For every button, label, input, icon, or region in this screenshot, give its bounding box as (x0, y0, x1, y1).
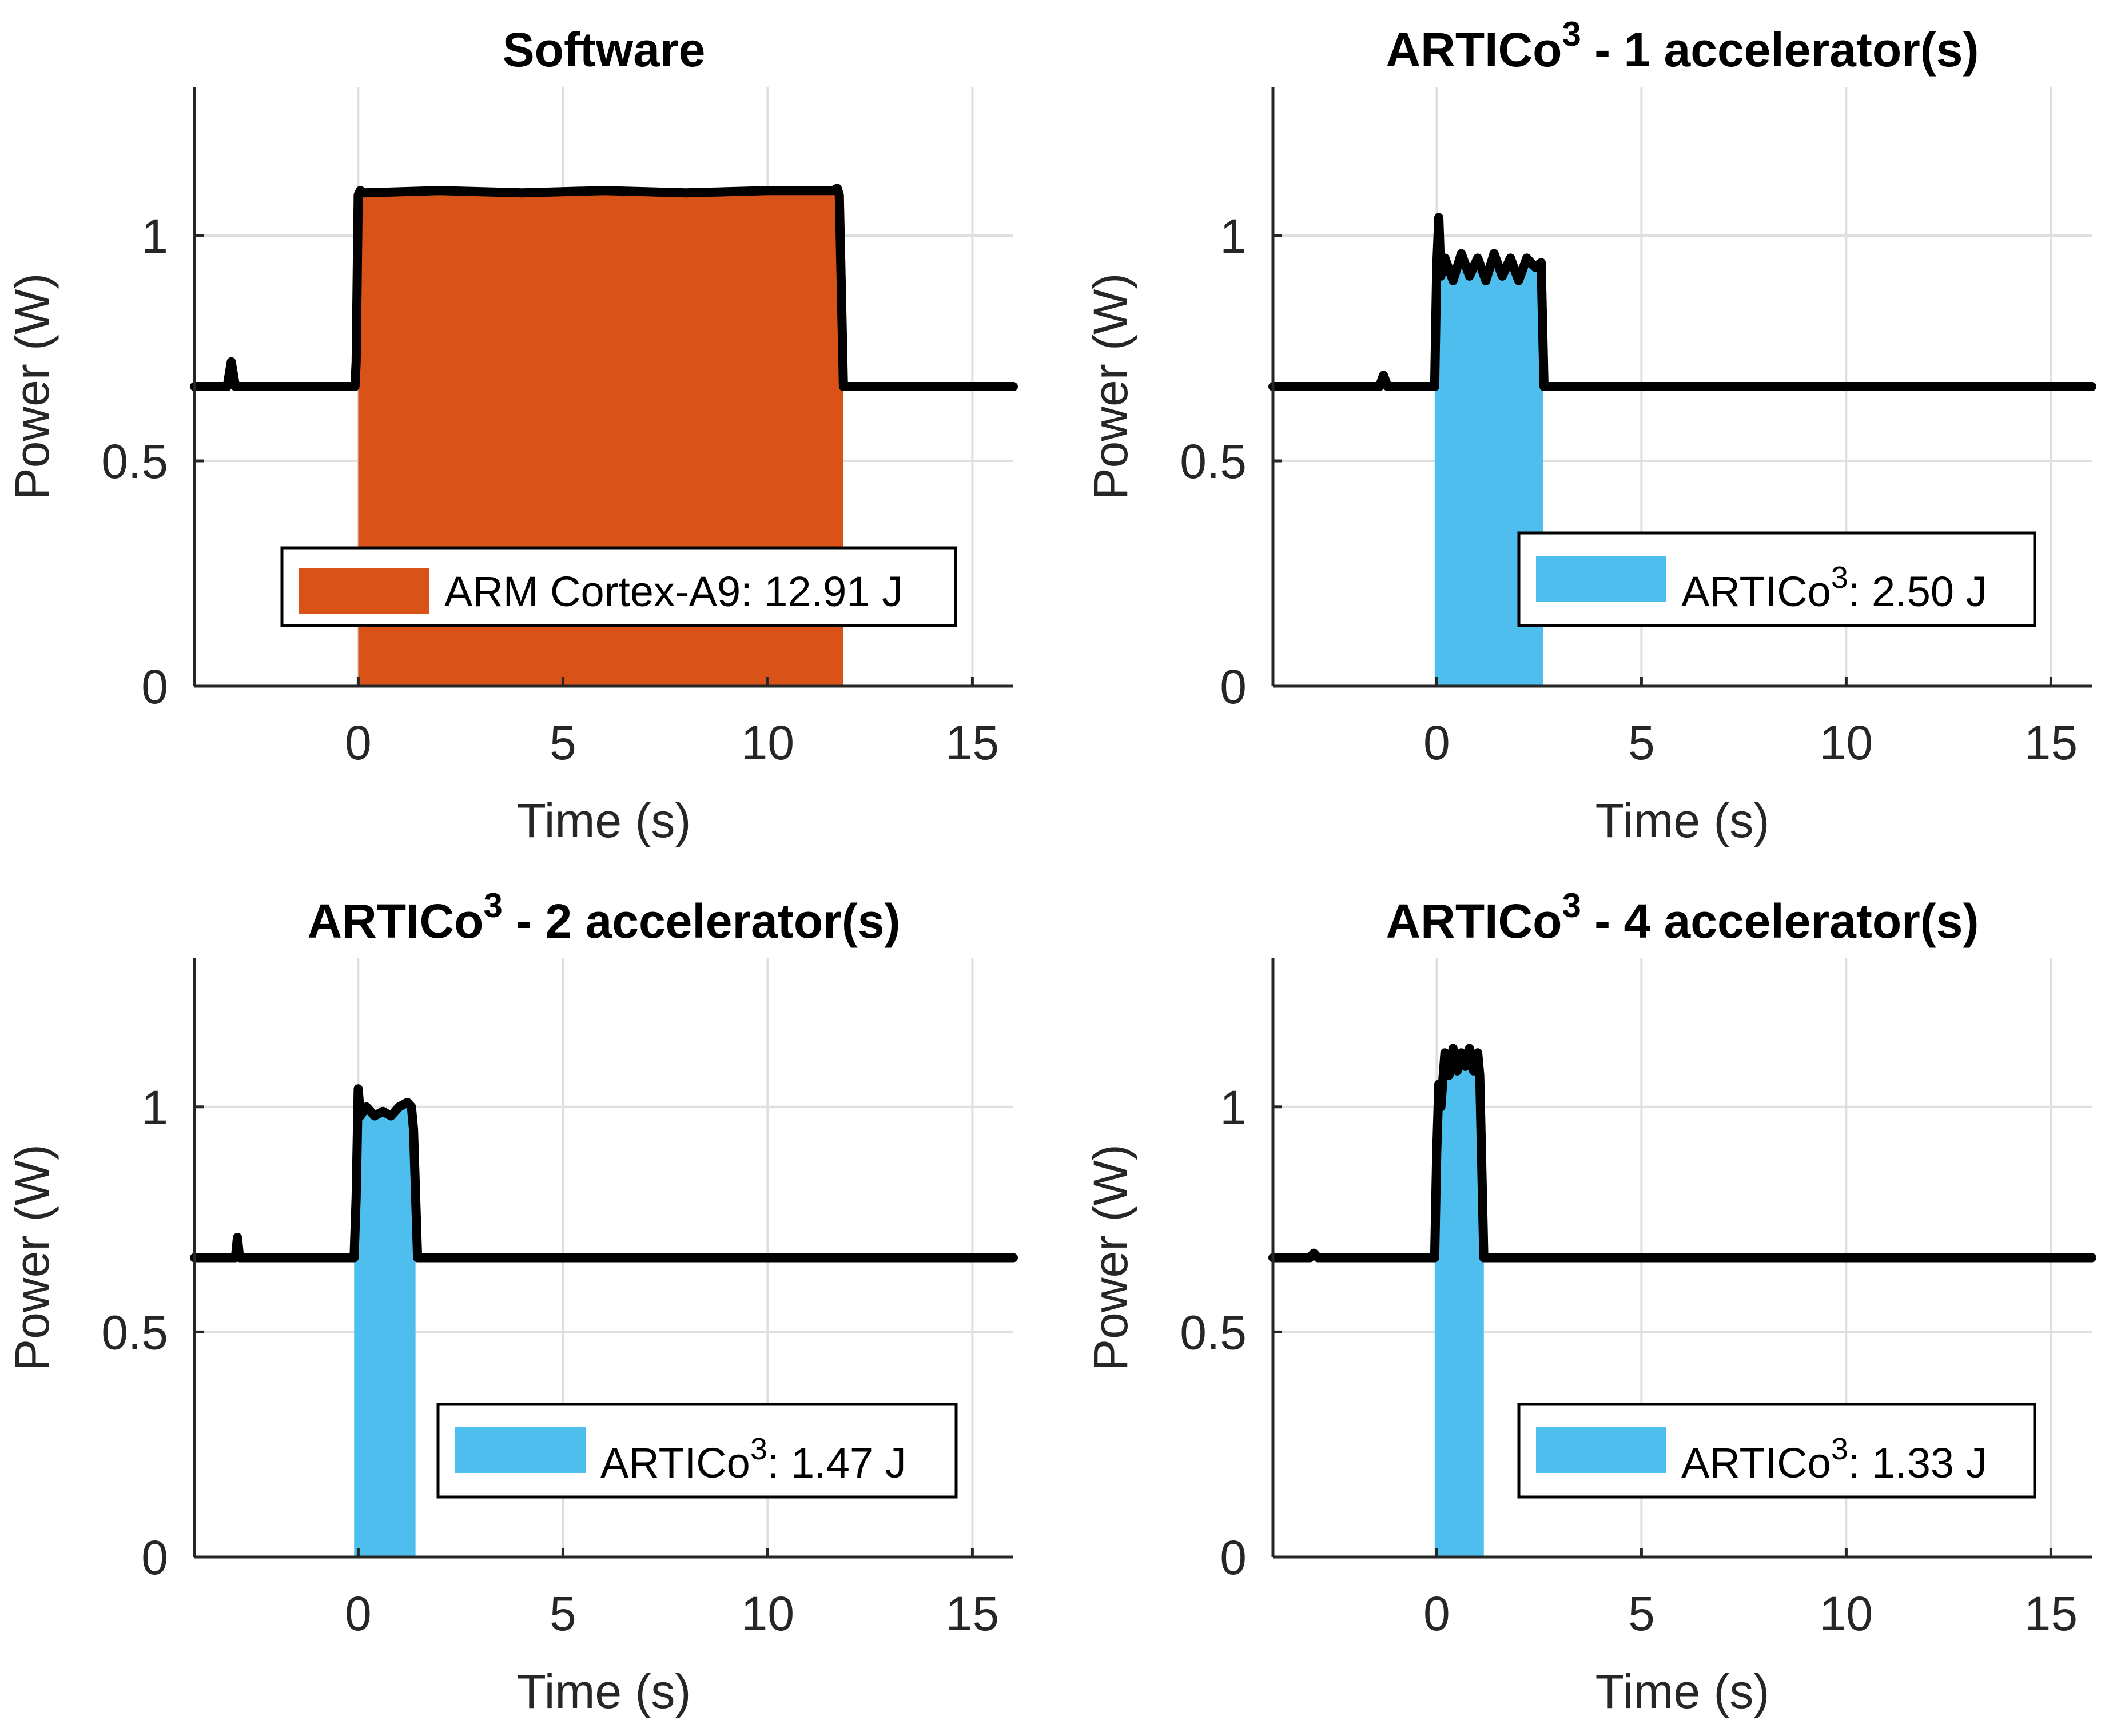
y-tick-label: 1 (141, 209, 168, 263)
power-trace (1268, 1044, 2096, 1263)
energy-fill (354, 1089, 416, 1557)
y-tick-label: 1 (1220, 1081, 1247, 1134)
legend-swatch (1536, 556, 1666, 602)
x-tick-label: 15 (946, 716, 999, 770)
y-tick-label: 1 (141, 1081, 168, 1134)
chart-panel-1: 0 5 10 15 0 0.5 1 Time (s) Power (W) Software ARM … (5, 23, 1018, 847)
x-tick-label: 10 (1820, 1587, 1873, 1641)
x-tick-label: 5 (550, 1587, 576, 1641)
x-tick-label: 5 (1628, 716, 1655, 770)
y-tick-label: 1 (1220, 209, 1247, 263)
chart-title: Software (503, 23, 706, 77)
y-tick-label: 0 (1220, 1531, 1247, 1584)
power-trace (1268, 213, 2096, 391)
legend: ARTICo3: 1.47 J (436, 1403, 958, 1499)
x-tick-label: 10 (741, 716, 794, 770)
y-tick-label: 0.5 (1180, 1305, 1247, 1359)
x-axis-label: Time (s) (517, 1665, 691, 1718)
chart-panel-4: 0 5 10 15 0 0.5 1 Time (s) Power (W) ARTICo3 - 4 … (1084, 886, 2096, 1718)
y-tick-label: 0.5 (101, 1305, 168, 1359)
x-axis-label: Time (s) (1595, 794, 1770, 847)
legend: ARTICo3: 2.50 J (1517, 531, 2036, 627)
legend-label: ARM Cortex-A9: 12.91 J (444, 568, 903, 615)
y-tick-label: 0.5 (101, 435, 168, 488)
y-axis-label: Power (W) (5, 273, 59, 500)
energy-fill (1434, 1048, 1484, 1557)
x-tick-label: 0 (1423, 716, 1450, 770)
y-axis-label: Power (W) (1084, 1144, 1137, 1371)
x-tick-label: 0 (1423, 1587, 1450, 1641)
chart-title: ARTICo3 - 1 accelerator(s) (1386, 15, 1979, 77)
x-tick-label: 10 (1820, 716, 1873, 770)
legend-label: ARTICo3: 1.47 J (600, 1432, 906, 1487)
y-tick-label: 0.5 (1180, 435, 1247, 488)
y-tick-label: 0 (141, 660, 168, 714)
x-tick-label: 5 (550, 716, 576, 770)
chart-panel-3: 0 5 10 15 0 0.5 1 Time (s) Power (W) ARTICo3 - 2 … (5, 886, 1018, 1718)
legend: ARM Cortex-A9: 12.91 J (280, 546, 957, 627)
x-tick-label: 15 (946, 1587, 999, 1641)
legend: ARTICo3: 1.33 J (1517, 1403, 2036, 1499)
chart-title: ARTICo3 - 2 accelerator(s) (308, 886, 901, 948)
legend-swatch (299, 568, 429, 614)
y-axis-label: Power (W) (5, 1144, 59, 1371)
legend-swatch (455, 1427, 586, 1473)
legend-swatch (1536, 1427, 1666, 1473)
y-tick-label: 0 (1220, 660, 1247, 714)
x-axis-label: Time (s) (517, 794, 691, 847)
power-trace (190, 184, 1018, 391)
x-tick-label: 0 (345, 716, 372, 770)
y-tick-label: 0 (141, 1531, 168, 1584)
x-axis-label: Time (s) (1595, 1665, 1770, 1718)
x-tick-label: 10 (741, 1587, 794, 1641)
chart-title: ARTICo3 - 4 accelerator(s) (1386, 886, 1979, 948)
legend-label: ARTICo3: 2.50 J (1681, 560, 1987, 615)
energy-fill (1434, 217, 1543, 686)
x-tick-label: 15 (2024, 716, 2078, 770)
x-tick-label: 15 (2024, 1587, 2078, 1641)
x-tick-label: 0 (345, 1587, 372, 1641)
legend-label: ARTICo3: 1.33 J (1681, 1432, 1987, 1487)
legend-box (436, 1403, 958, 1499)
x-tick-label: 5 (1628, 1587, 1655, 1641)
y-axis-label: Power (W) (1084, 273, 1137, 500)
chart-panel-2: 0 5 10 15 0 0.5 1 Time (s) Power (W) ARTICo3 - 1 … (1084, 15, 2096, 847)
power-trace (190, 1084, 1018, 1263)
